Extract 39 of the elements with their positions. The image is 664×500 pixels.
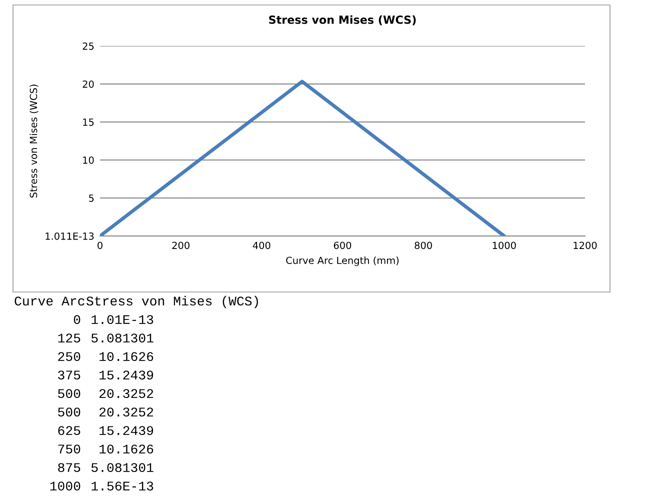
text: 15.2439 <box>100 426 154 436</box>
y-tick-label: 15 <box>83 118 94 126</box>
text: 5.081301 <box>91 334 154 343</box>
y-tick-label: 1.011E-13 <box>46 232 94 240</box>
text: 625 <box>58 426 80 436</box>
y-tick-label: 10 <box>83 156 94 164</box>
text: 500 <box>58 408 80 417</box>
text: 15.2439 <box>100 370 154 380</box>
x-axis-title: Curve Arc Length (mm) <box>286 256 399 266</box>
text: 750 <box>58 444 80 454</box>
x-tick-label: 0 <box>98 242 102 250</box>
text: 0 <box>74 315 80 324</box>
text: 10.1626 <box>100 444 154 454</box>
x-tick-label: 1000 <box>492 242 516 250</box>
text: 375 <box>58 370 80 380</box>
text: 10.1626 <box>100 352 154 362</box>
text: Curve Arc <box>14 296 84 306</box>
text: 500 <box>58 389 80 398</box>
line-series <box>100 80 506 236</box>
text: 875 <box>58 463 80 472</box>
x-tick-label: 200 <box>172 242 190 250</box>
y-tick-label: 25 <box>82 42 94 50</box>
x-tick-label: 800 <box>414 242 432 250</box>
x-tick-label: 600 <box>334 242 352 250</box>
y-axis-title: Stress von Mises (WCS) <box>30 84 38 198</box>
text: 1000 <box>50 482 80 491</box>
text: 20.3252 <box>99 389 154 398</box>
text: 5.081301 <box>91 463 154 472</box>
text: 20.3252 <box>99 408 154 417</box>
text: 250 <box>58 352 80 362</box>
text: 1.56E-13 <box>92 482 154 491</box>
x-tick-label: 1200 <box>574 242 597 250</box>
text: Stress von Mises (WCS) <box>86 296 258 308</box>
y-tick-label: 20 <box>82 80 94 88</box>
x-tick-label: 400 <box>252 242 270 250</box>
text: 1.01E-13 <box>92 315 154 324</box>
chart-title: Stress von Mises (WCS) <box>269 15 416 26</box>
text: 125 <box>58 334 80 343</box>
y-tick-label: 5 <box>89 194 94 202</box>
